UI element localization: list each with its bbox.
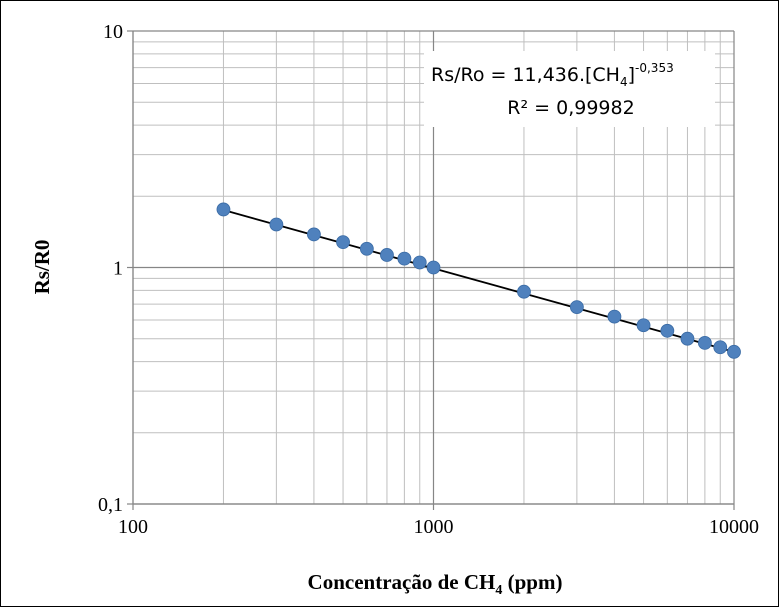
equation-bracket: ] <box>628 64 635 86</box>
equation-lhs: Rs/Ro = 11,436.[CH <box>431 64 620 86</box>
x-axis-title-unit: (ppm) <box>502 570 562 594</box>
equation-subscript: 4 <box>620 75 628 89</box>
data-point <box>569 300 584 315</box>
data-point <box>697 335 712 350</box>
data-point <box>680 331 695 346</box>
x-axis-title: Concentração de CH4 (ppm) <box>308 570 563 598</box>
data-point <box>397 251 412 266</box>
data-point <box>426 260 441 275</box>
tick-marks <box>127 30 735 510</box>
data-point <box>517 284 531 299</box>
data-point <box>336 235 350 250</box>
data-point <box>713 340 728 355</box>
equation-exponent: -0,353 <box>635 61 674 75</box>
y-axis-title: Rs/R0 <box>30 240 54 295</box>
data-point <box>359 241 374 256</box>
data-point <box>269 217 284 232</box>
data-point <box>380 248 394 262</box>
data-point <box>307 227 321 242</box>
y-tick-label: 10 <box>103 21 123 43</box>
x-tick-label: 100 <box>118 516 148 538</box>
data-point <box>607 309 622 324</box>
tick-labels: 100 1000 10000 0,1 1 10 <box>98 21 759 538</box>
x-axis-title-subscript: 4 <box>495 583 502 598</box>
data-point <box>412 255 427 270</box>
data-point <box>660 323 675 338</box>
data-points <box>216 202 741 359</box>
x-tick-label: 1000 <box>414 516 454 538</box>
x-axis-title-main: Concentração de CH <box>308 570 496 594</box>
x-tick-label: 10000 <box>709 516 759 538</box>
equation-box <box>424 51 715 127</box>
data-point <box>216 202 231 217</box>
data-point <box>636 318 651 333</box>
y-tick-label: 1 <box>113 258 123 280</box>
y-tick-label: 0,1 <box>98 494 123 516</box>
trendline-r-squared: R² = 0,99982 <box>507 97 634 119</box>
trendline-equation: Rs/Ro = 11,436.[CH4]-0,353 <box>431 61 674 89</box>
data-point <box>727 344 741 359</box>
